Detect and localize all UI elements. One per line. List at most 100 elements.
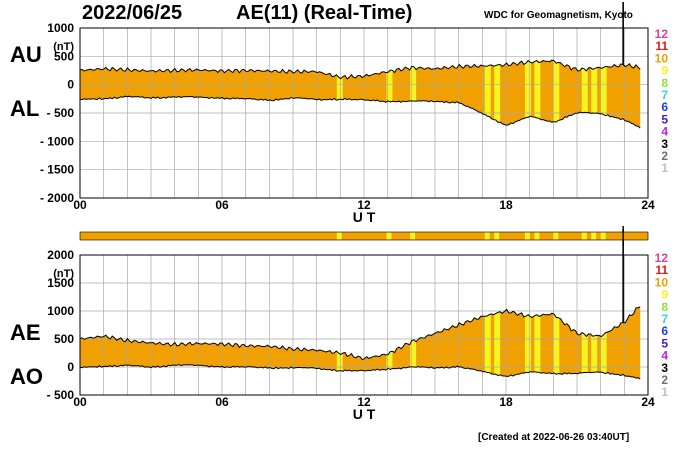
status-bar-segment <box>336 232 342 240</box>
series-line-ao <box>79 364 641 380</box>
level-stripe <box>410 60 417 129</box>
data-source: WDC for Geomagnetism, Kyoto <box>484 10 633 21</box>
legend-entry: 12 <box>655 27 669 41</box>
legend-entry: 4 <box>661 125 668 139</box>
level-stripe <box>591 306 598 380</box>
series-label-au: AU <box>10 42 42 67</box>
x-tick-label: 00 <box>73 395 87 409</box>
x-tick-label: 24 <box>641 198 655 212</box>
status-bar-segment <box>524 232 530 240</box>
level-stripe <box>494 306 501 380</box>
status-bar-segment <box>386 232 392 240</box>
series-line-al <box>79 95 641 129</box>
legend-entry: 2 <box>661 149 668 163</box>
series-label-ae: AE <box>10 320 41 345</box>
y-tick-label: - 1500 <box>40 163 74 177</box>
status-bar-segment <box>484 232 490 240</box>
status-bar <box>79 226 649 246</box>
legend-entry: 4 <box>661 349 668 363</box>
level-stripe <box>410 306 417 380</box>
level-stripe <box>484 306 491 380</box>
level-stripe <box>600 60 607 129</box>
legend-entry: 10 <box>655 51 669 65</box>
level-stripe <box>581 306 588 380</box>
status-bar-segment <box>600 232 606 240</box>
legend-entry: 6 <box>661 100 668 114</box>
y-tick-label: 2000 <box>47 248 74 262</box>
legend-entry: 1 <box>661 385 668 399</box>
legend-entry: 8 <box>661 300 668 314</box>
legend-entry: 7 <box>661 88 668 102</box>
level-stripe <box>534 60 541 129</box>
y-axis-unit: (nT) <box>53 268 74 280</box>
level-stripe <box>534 306 541 380</box>
y-tick-label: 1500 <box>47 276 74 290</box>
status-bar-segment <box>553 232 559 240</box>
series-line-au <box>79 59 641 80</box>
status-bar-segment <box>581 232 587 240</box>
y-tick-label: - 1000 <box>40 134 74 148</box>
level-stripe <box>581 60 588 129</box>
legend-entry: 5 <box>661 112 668 126</box>
y-tick-label: - 500 <box>47 388 75 402</box>
legend-entry: 10 <box>655 275 669 289</box>
y-tick-label: 500 <box>54 49 74 63</box>
series-label-al: AL <box>10 96 39 121</box>
legend-entry: 9 <box>661 288 668 302</box>
level-stripe <box>553 60 560 129</box>
status-bar-segment <box>410 232 416 240</box>
x-tick-label: 18 <box>499 395 513 409</box>
x-axis-label: U T <box>353 209 376 225</box>
y-tick-label: - 2000 <box>40 191 74 205</box>
level-stripe <box>600 306 607 380</box>
chart-panel-1 <box>79 2 649 199</box>
legend-entry: 1 <box>661 161 668 175</box>
status-bar-segment <box>534 232 540 240</box>
legend-entry: 3 <box>661 137 668 151</box>
level-stripe <box>484 60 491 129</box>
legend-entry: 5 <box>661 336 668 350</box>
status-bar-base <box>79 231 649 241</box>
x-tick-label: 00 <box>73 198 87 212</box>
x-tick-label: 12 <box>357 395 371 409</box>
y-axis-unit: (nT) <box>53 41 74 53</box>
level-stripe <box>336 60 343 129</box>
legend-entry: 12 <box>655 251 669 265</box>
level-stripe <box>524 306 531 380</box>
x-tick-label: 06 <box>215 395 229 409</box>
legend-entry: 11 <box>655 39 668 53</box>
level-stripe <box>591 60 598 129</box>
level-stripe <box>336 306 343 380</box>
legend-entry: 9 <box>661 64 668 78</box>
status-bar-segment <box>591 232 597 240</box>
plot-frame <box>79 27 649 199</box>
level-stripe <box>553 306 560 380</box>
y-tick-label: 500 <box>54 332 74 346</box>
y-tick-label: 1000 <box>47 304 74 318</box>
y-tick-label: 0 <box>67 78 74 92</box>
legend-entry: 11 <box>655 263 668 277</box>
y-tick-label: - 500 <box>47 106 75 120</box>
level-stripe <box>494 60 501 129</box>
x-axis-label: U T <box>353 406 376 422</box>
level-stripes <box>336 60 607 129</box>
series-line-ae <box>79 306 641 361</box>
created-timestamp: [Created at 2022-06-26 03:40UT] <box>478 432 630 443</box>
chart-panel-2 <box>79 229 649 396</box>
y-tick-label: 1000 <box>47 21 74 35</box>
level-stripe <box>524 60 531 129</box>
chart-title: AE(11) (Real-Time) <box>236 2 413 24</box>
legend-entry: 3 <box>661 361 668 375</box>
x-tick-label: 12 <box>357 198 371 212</box>
level-stripe <box>386 60 393 129</box>
y-tick-label: 0 <box>67 360 74 374</box>
x-tick-label: 18 <box>499 198 513 212</box>
legend-entry: 6 <box>661 324 668 338</box>
x-tick-label: 24 <box>641 395 655 409</box>
legend-entry: 7 <box>661 312 668 326</box>
plot-frame <box>79 254 649 396</box>
series-label-ao: AO <box>10 364 43 389</box>
chart-date: 2022/06/25 <box>82 2 183 24</box>
